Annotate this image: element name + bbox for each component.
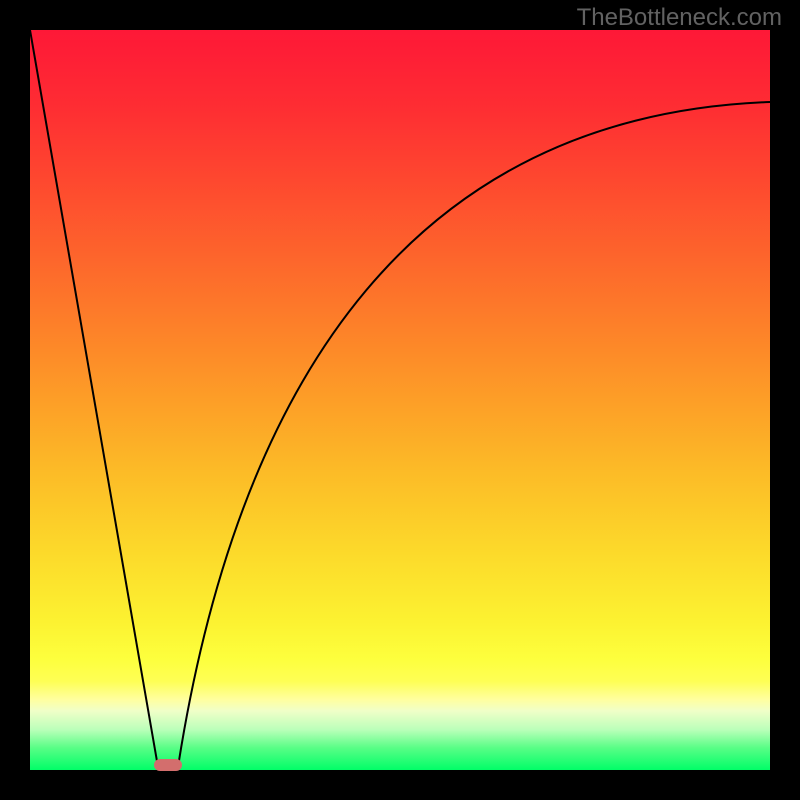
bottleneck-chart: TheBottleneck.com [0, 0, 800, 800]
watermark-text: TheBottleneck.com [577, 4, 782, 32]
optimum-marker [154, 759, 182, 771]
chart-background [30, 30, 770, 770]
chart-svg [0, 0, 800, 800]
